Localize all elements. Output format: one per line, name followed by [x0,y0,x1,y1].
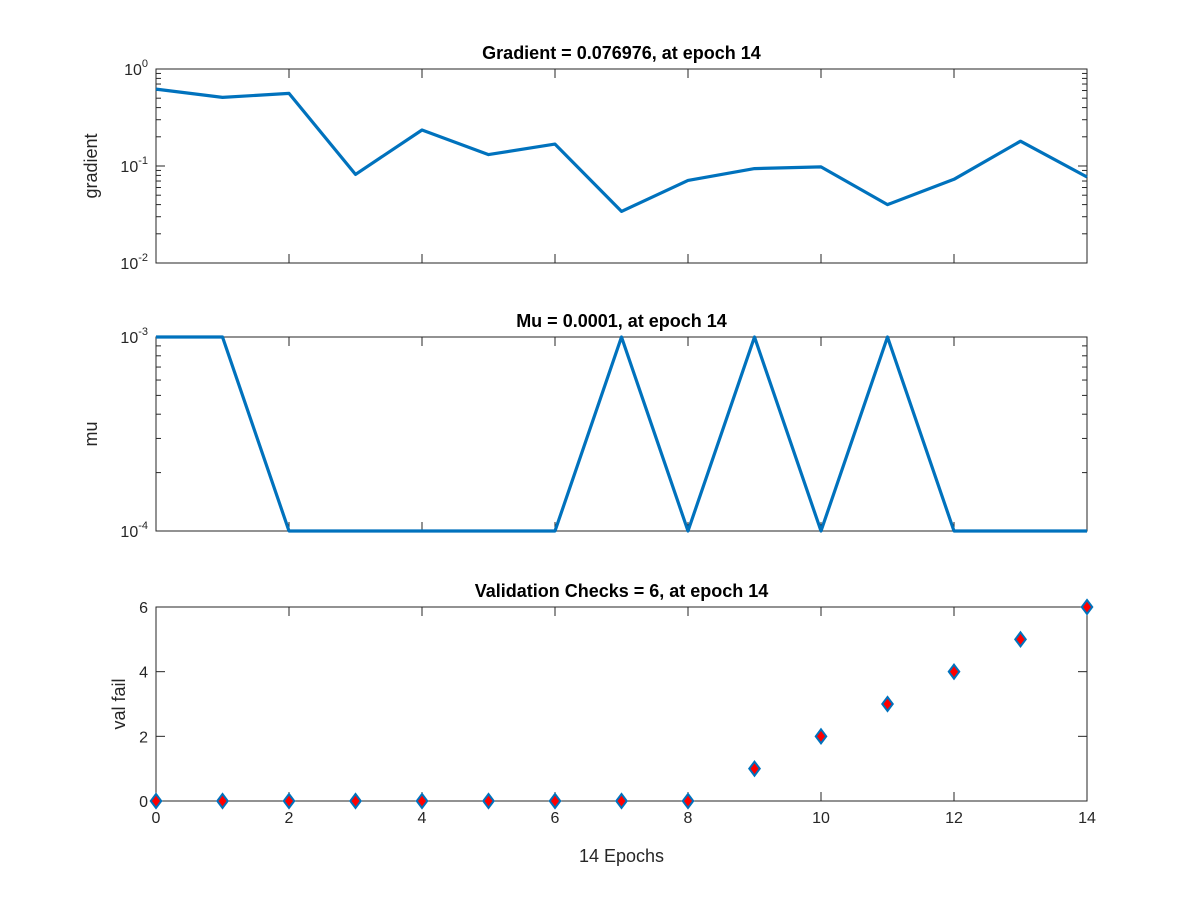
y-axis-label: val fail [109,678,129,729]
x-tick-label: 0 [152,810,161,827]
subplot-3: 0 2 4 6 8 10 12 14 0 2 4 6 Validation Checks = 6, at… [109,581,1096,866]
x-tick-label: 6 [551,810,560,827]
y-axis-label: mu [81,421,101,446]
x-tick-label: 10 [812,810,830,827]
y-tick-label: 4 [139,665,148,682]
axes-box [156,337,1087,531]
x-tick-label: 12 [945,810,963,827]
y-tick-label: 6 [139,600,148,617]
subplot-2: 10-3 10-4 Mu = 0.0001, at epoch 14 mu [81,311,1087,541]
y-tick-label: 0 [139,794,148,811]
x-tick-label: 2 [285,810,294,827]
x-tick-label: 4 [418,810,427,827]
y-tick-label: 10-2 [120,252,148,273]
y-tick-label: 10-1 [120,155,148,176]
x-axis-label: 14 Epochs [579,846,664,866]
x-tick-label: 14 [1078,810,1096,827]
x-tick-label: 8 [684,810,693,827]
y-tick-label: 100 [124,58,148,79]
y-tick-label: 10-4 [120,520,148,541]
subplot-title: Mu = 0.0001, at epoch 14 [516,311,727,331]
y-axis-label: gradient [81,133,101,198]
subplot-title: Gradient = 0.076976, at epoch 14 [482,43,761,63]
axes-box [156,69,1087,263]
y-tick-label: 10-3 [120,326,148,347]
axes-box [156,607,1087,801]
subplot-1: 100 10-1 10-2 Gradient = 0.076976, at epoch… [81,43,1087,273]
y-tick-label: 2 [139,729,148,746]
subplot-title: Validation Checks = 6, at epoch 14 [475,581,769,601]
